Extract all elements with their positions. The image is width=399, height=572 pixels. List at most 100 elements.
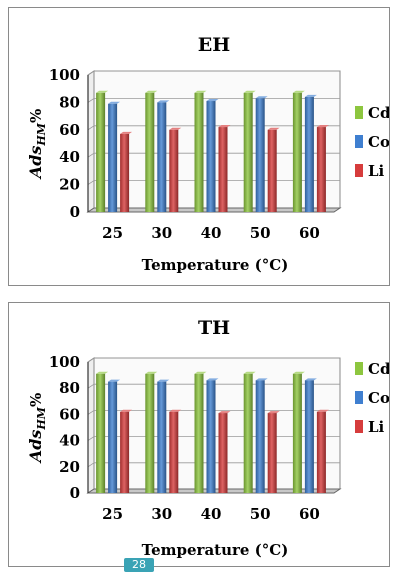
bar-co-50 bbox=[255, 98, 265, 212]
x-tick-label: 60 bbox=[299, 505, 320, 523]
bar-li-40 bbox=[218, 413, 228, 493]
bar-cd-30 bbox=[145, 92, 155, 212]
bar-top-co bbox=[157, 100, 170, 103]
bar-top-co bbox=[255, 378, 268, 381]
bar-cd-25 bbox=[96, 373, 106, 493]
bar-top-co bbox=[108, 379, 121, 382]
bar-top-cd bbox=[292, 371, 305, 374]
back-wall bbox=[93, 357, 341, 490]
gridline bbox=[87, 125, 95, 131]
bar-top-cd bbox=[243, 90, 256, 93]
bar-cd-30 bbox=[145, 373, 155, 493]
bar-li-40 bbox=[218, 127, 228, 212]
bar-cd-50 bbox=[243, 92, 253, 212]
legend-swatch-cd bbox=[355, 106, 363, 119]
chart-panel-th: TH 0 20 40 60 80 100 25 30 40 50 60 Temperature (°C)… bbox=[8, 302, 390, 567]
y-tick-label: 60 bbox=[59, 121, 80, 139]
page-number-badge: 28 bbox=[124, 558, 154, 572]
y-tick-label: 40 bbox=[59, 432, 80, 450]
bar-li-30 bbox=[169, 129, 179, 212]
legend-label-cd: Cd bbox=[368, 104, 389, 122]
bar-co-40 bbox=[206, 380, 216, 493]
y-tick-label: 100 bbox=[49, 66, 80, 84]
bar-top-cd bbox=[292, 90, 305, 93]
bar-top-co bbox=[108, 101, 121, 104]
y-tick-label: 80 bbox=[59, 93, 80, 111]
bar-co-25 bbox=[108, 103, 118, 212]
x-tick-label: 25 bbox=[102, 224, 123, 242]
bar-top-co bbox=[304, 94, 317, 97]
gridline bbox=[87, 436, 95, 441]
bar-co-50 bbox=[255, 380, 265, 493]
bar-cd-50 bbox=[243, 373, 253, 493]
bar-top-co bbox=[157, 379, 170, 382]
bar-top-co bbox=[206, 378, 219, 381]
x-tick-label: 50 bbox=[250, 505, 271, 523]
y-tick-label: 20 bbox=[59, 176, 80, 194]
gridline bbox=[87, 410, 95, 415]
bar-top-co bbox=[255, 96, 268, 99]
bar-top-li bbox=[218, 125, 231, 128]
y-axis-label: AdsHM% bbox=[26, 393, 48, 464]
gridline bbox=[87, 357, 95, 363]
bar-top-cd bbox=[194, 90, 207, 93]
y-tick-label: 0 bbox=[70, 484, 80, 502]
bar-cd-40 bbox=[194, 373, 204, 493]
y-tick-label: 80 bbox=[59, 379, 80, 397]
gridline bbox=[87, 462, 95, 468]
side-wall bbox=[87, 357, 95, 494]
bar-top-li bbox=[316, 125, 329, 128]
legend-swatch-co bbox=[355, 391, 363, 404]
bar-top-cd bbox=[194, 371, 207, 374]
legend-swatch-li bbox=[355, 420, 363, 433]
bar-top-co bbox=[206, 99, 219, 102]
bar-top-li bbox=[267, 127, 280, 130]
bar-cd-40 bbox=[194, 92, 204, 212]
legend-swatch-li bbox=[355, 164, 363, 177]
x-axis-label: Temperature (°C) bbox=[142, 541, 289, 559]
x-tick-label: 30 bbox=[151, 224, 172, 242]
bar-top-li bbox=[267, 411, 280, 414]
bar-top-li bbox=[120, 131, 133, 134]
y-tick-label: 60 bbox=[59, 405, 80, 423]
gridline bbox=[87, 180, 95, 185]
bar-top-cd bbox=[145, 371, 158, 374]
bar-li-50 bbox=[267, 413, 277, 493]
bar-top-cd bbox=[96, 90, 109, 93]
side-wall bbox=[87, 70, 95, 213]
gridline bbox=[87, 152, 95, 158]
y-axis-label: AdsHM% bbox=[26, 109, 48, 180]
chart-title: EH bbox=[198, 34, 230, 56]
legend-swatch-cd bbox=[355, 362, 363, 375]
y-tick-label: 40 bbox=[59, 148, 80, 166]
bar-co-25 bbox=[108, 381, 118, 493]
legend-label-cd: Cd bbox=[368, 360, 389, 378]
bar-li-30 bbox=[169, 411, 179, 493]
x-tick-label: 50 bbox=[250, 224, 271, 242]
x-tick-label: 30 bbox=[151, 505, 172, 523]
y-tick-label: 20 bbox=[59, 458, 80, 476]
bar-cd-60 bbox=[292, 373, 302, 493]
legend-label-li: Li bbox=[368, 162, 385, 180]
bar-co-30 bbox=[157, 381, 167, 493]
x-axis-label: Temperature (°C) bbox=[142, 256, 289, 274]
bar-li-25 bbox=[120, 411, 130, 493]
bar-li-60 bbox=[316, 127, 326, 212]
bar-co-40 bbox=[206, 101, 216, 212]
bar-top-li bbox=[120, 409, 133, 412]
chart-title: TH bbox=[198, 317, 230, 339]
bar-top-cd bbox=[243, 371, 256, 374]
bar-top-li bbox=[169, 409, 182, 412]
x-tick-label: 60 bbox=[299, 224, 320, 242]
legend-label-co: Co bbox=[368, 389, 389, 407]
bar-top-cd bbox=[96, 371, 109, 374]
chart-th: TH 0 20 40 60 80 100 25 30 40 50 60 Temperature (°C)… bbox=[26, 317, 389, 559]
bar-li-25 bbox=[120, 133, 130, 212]
bar-li-50 bbox=[267, 129, 277, 212]
gridline bbox=[87, 70, 95, 76]
legend-label-co: Co bbox=[368, 133, 389, 151]
bar-cd-60 bbox=[292, 92, 302, 212]
gridline bbox=[87, 383, 95, 389]
bar-top-li bbox=[218, 411, 231, 414]
x-tick-label: 40 bbox=[201, 224, 222, 242]
